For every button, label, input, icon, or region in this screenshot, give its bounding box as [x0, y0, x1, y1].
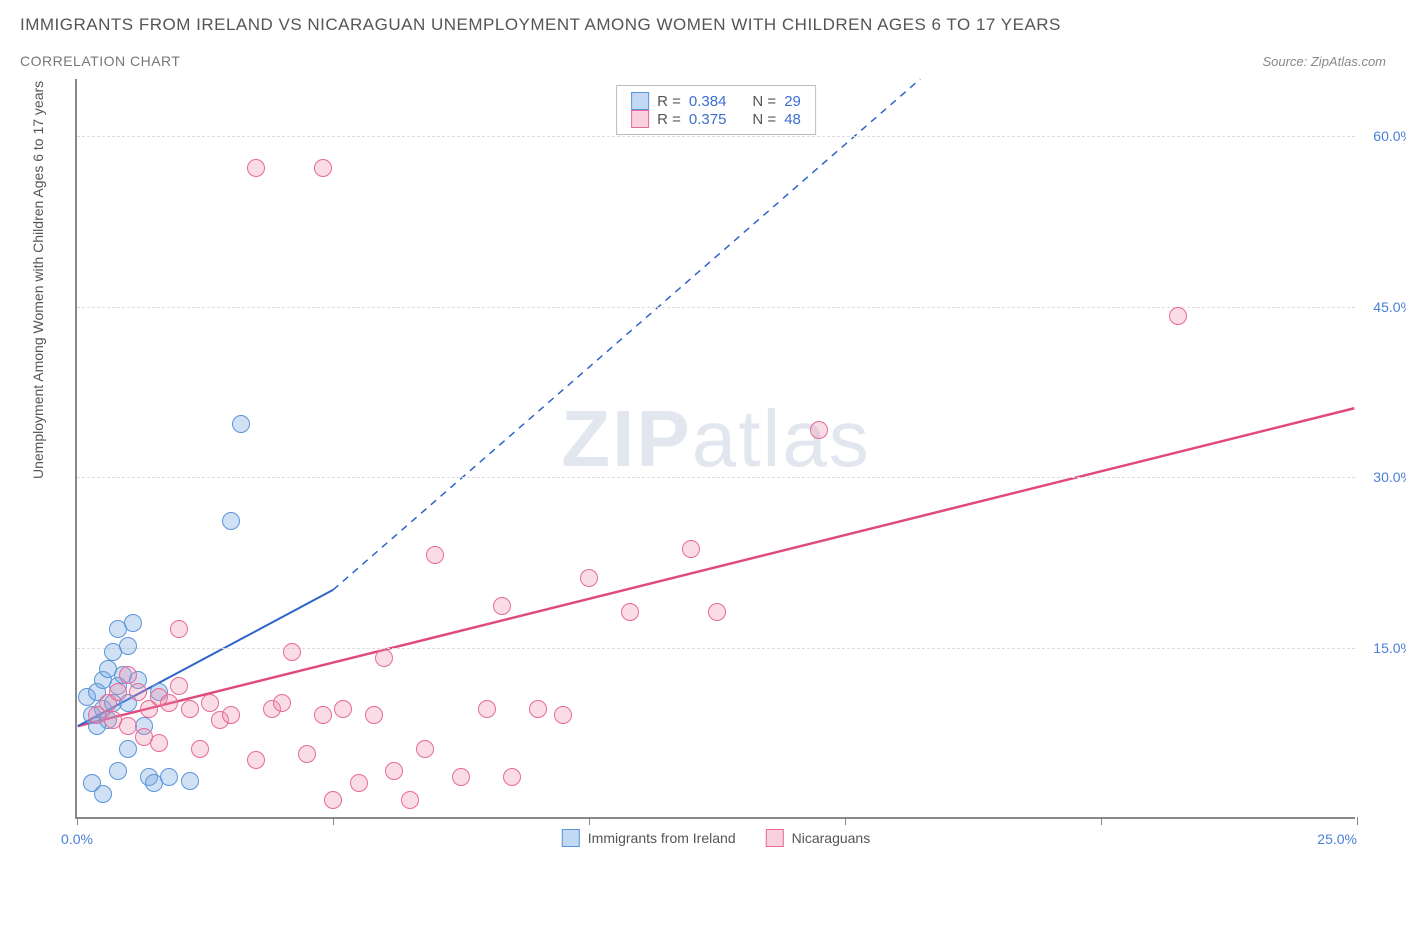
data-point — [232, 415, 250, 433]
legend-series: Immigrants from Ireland Nicaraguans — [562, 829, 870, 847]
data-point — [298, 745, 316, 763]
chart-title: IMMIGRANTS FROM IRELAND VS NICARAGUAN UN… — [20, 15, 1386, 35]
data-point — [109, 762, 127, 780]
legend-stats: R = 0.384 N = 29 R = 0.375 N = 48 — [616, 85, 816, 135]
y-tick-label: 30.0% — [1373, 469, 1406, 485]
data-point — [124, 614, 142, 632]
x-tick-label: 25.0% — [1317, 831, 1357, 847]
data-point — [129, 683, 147, 701]
data-point — [478, 700, 496, 718]
data-point — [708, 603, 726, 621]
data-point — [416, 740, 434, 758]
swatch-blue — [562, 829, 580, 847]
r-value-1: 0.384 — [689, 93, 727, 110]
data-point — [273, 694, 291, 712]
data-point — [621, 603, 639, 621]
n-label: N = — [752, 111, 776, 128]
data-point — [334, 700, 352, 718]
data-point — [191, 740, 209, 758]
x-tick — [333, 817, 334, 825]
y-tick-label: 45.0% — [1373, 299, 1406, 315]
plot-area: ZIPatlas R = 0.384 N = 29 R = 0.375 N = … — [75, 79, 1355, 819]
n-label: N = — [752, 93, 776, 110]
r-value-2: 0.375 — [689, 111, 727, 128]
swatch-pink — [631, 110, 649, 128]
n-value-2: 48 — [784, 111, 801, 128]
legend-item-1: Immigrants from Ireland — [562, 829, 736, 847]
legend-stats-row-1: R = 0.384 N = 29 — [631, 92, 801, 110]
data-point — [283, 643, 301, 661]
legend-stats-row-2: R = 0.375 N = 48 — [631, 110, 801, 128]
x-tick — [77, 817, 78, 825]
data-point — [314, 706, 332, 724]
legend-item-2: Nicaraguans — [766, 829, 871, 847]
data-point — [109, 683, 127, 701]
data-point — [529, 700, 547, 718]
chart-area: Unemployment Among Women with Children A… — [20, 79, 1380, 889]
n-value-1: 29 — [784, 93, 801, 110]
r-label: R = — [657, 93, 681, 110]
data-point — [682, 540, 700, 558]
data-point — [181, 772, 199, 790]
data-point — [452, 768, 470, 786]
x-tick — [1357, 817, 1358, 825]
y-axis-label: Unemployment Among Women with Children A… — [30, 81, 46, 479]
swatch-blue — [631, 92, 649, 110]
data-point — [1169, 307, 1187, 325]
legend-label-2: Nicaraguans — [792, 830, 871, 846]
data-point — [810, 421, 828, 439]
data-point — [350, 774, 368, 792]
gridline — [77, 307, 1355, 308]
data-point — [554, 706, 572, 724]
data-point — [365, 706, 383, 724]
legend-label-1: Immigrants from Ireland — [588, 830, 736, 846]
data-point — [150, 734, 168, 752]
data-point — [247, 751, 265, 769]
data-point — [385, 762, 403, 780]
chart-source: Source: ZipAtlas.com — [1262, 54, 1386, 69]
data-point — [119, 637, 137, 655]
gridline — [77, 648, 1355, 649]
data-point — [375, 649, 393, 667]
data-point — [181, 700, 199, 718]
data-point — [104, 711, 122, 729]
gridline — [77, 477, 1355, 478]
data-point — [493, 597, 511, 615]
data-point — [247, 159, 265, 177]
chart-subtitle: CORRELATION CHART — [20, 53, 180, 69]
x-tick-label: 0.0% — [61, 831, 93, 847]
data-point — [94, 785, 112, 803]
swatch-pink — [766, 829, 784, 847]
x-tick — [1101, 817, 1102, 825]
data-point — [222, 512, 240, 530]
subtitle-row: CORRELATION CHART Source: ZipAtlas.com — [20, 53, 1386, 69]
x-tick — [589, 817, 590, 825]
data-point — [222, 706, 240, 724]
x-tick — [845, 817, 846, 825]
r-label: R = — [657, 111, 681, 128]
y-tick-label: 15.0% — [1373, 640, 1406, 656]
data-point — [426, 546, 444, 564]
data-point — [314, 159, 332, 177]
gridline — [77, 136, 1355, 137]
data-point — [160, 694, 178, 712]
data-point — [119, 740, 137, 758]
data-point — [324, 791, 342, 809]
data-point — [503, 768, 521, 786]
data-point — [170, 677, 188, 695]
y-tick-label: 60.0% — [1373, 128, 1406, 144]
data-point — [201, 694, 219, 712]
data-point — [170, 620, 188, 638]
data-point — [160, 768, 178, 786]
data-point — [401, 791, 419, 809]
data-point — [119, 666, 137, 684]
data-point — [580, 569, 598, 587]
data-point — [119, 717, 137, 735]
